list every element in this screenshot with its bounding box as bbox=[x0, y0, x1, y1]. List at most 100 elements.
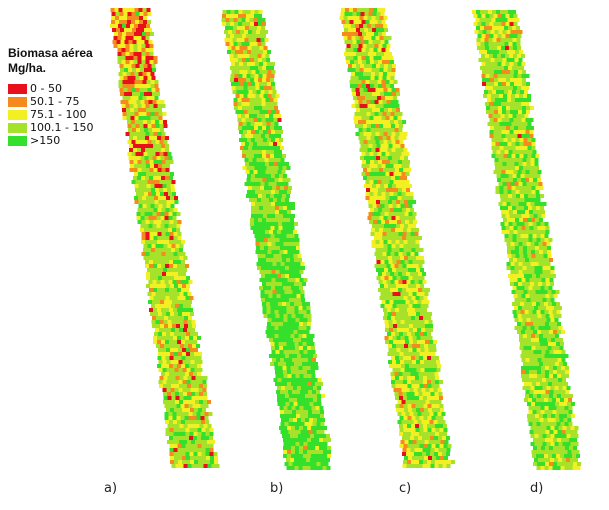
map-cell bbox=[526, 166, 531, 170]
map-cell bbox=[302, 322, 307, 326]
map-cell bbox=[528, 174, 533, 178]
map-cell bbox=[388, 360, 392, 364]
map-cell bbox=[261, 266, 266, 270]
map-cell bbox=[250, 194, 255, 198]
map-cell bbox=[431, 376, 435, 380]
map-cell bbox=[278, 194, 283, 198]
map-cell bbox=[299, 350, 304, 354]
map-cell bbox=[286, 178, 291, 182]
map-cell bbox=[376, 184, 381, 188]
map-cell bbox=[248, 146, 252, 150]
map-cell bbox=[535, 274, 540, 278]
map-cell bbox=[365, 192, 370, 196]
map-cell bbox=[498, 58, 503, 62]
map-cell bbox=[258, 106, 263, 110]
map-cell bbox=[299, 286, 304, 290]
map-cell bbox=[517, 322, 522, 326]
map-cell bbox=[282, 454, 287, 458]
map-cell bbox=[520, 174, 525, 178]
map-cell bbox=[279, 314, 284, 318]
map-cell bbox=[514, 266, 519, 270]
map-cell bbox=[372, 224, 377, 228]
map-cell bbox=[174, 456, 179, 460]
map-cell bbox=[476, 38, 481, 42]
map-cell bbox=[418, 424, 423, 428]
map-cell bbox=[144, 212, 149, 216]
map-cell bbox=[244, 142, 249, 146]
map-cell bbox=[292, 418, 297, 422]
map-cell bbox=[141, 172, 146, 176]
map-cell bbox=[348, 52, 353, 56]
map-cell bbox=[266, 282, 271, 286]
map-cell bbox=[558, 326, 563, 330]
map-cell bbox=[314, 450, 319, 454]
map-cell bbox=[294, 342, 299, 346]
map-cell bbox=[531, 206, 536, 210]
map-cell bbox=[528, 286, 533, 290]
map-cell bbox=[142, 184, 147, 188]
map-cell bbox=[258, 154, 262, 158]
map-cell bbox=[413, 340, 418, 344]
map-cell bbox=[485, 74, 490, 78]
map-cell bbox=[148, 280, 153, 284]
map-cell bbox=[250, 226, 255, 230]
map-cell bbox=[139, 28, 144, 32]
map-cell bbox=[366, 76, 371, 80]
map-cell bbox=[261, 170, 266, 174]
map-cell bbox=[522, 306, 527, 310]
map-cell bbox=[368, 204, 373, 208]
map-cell bbox=[341, 20, 346, 24]
map-cell bbox=[422, 464, 427, 468]
map-cell bbox=[245, 162, 250, 166]
map-cell bbox=[276, 394, 281, 398]
map-cell bbox=[405, 152, 410, 156]
map-cell bbox=[237, 42, 242, 46]
map-cell bbox=[356, 52, 361, 56]
map-cell bbox=[255, 130, 260, 134]
map-cell bbox=[376, 260, 381, 264]
map-cell bbox=[525, 390, 530, 394]
map-cell bbox=[154, 284, 158, 288]
map-cell bbox=[506, 58, 511, 62]
map-cell bbox=[152, 280, 157, 284]
map-cell bbox=[359, 36, 364, 40]
map-cell bbox=[509, 126, 514, 130]
map-cell bbox=[519, 218, 524, 222]
map-cell bbox=[181, 252, 186, 256]
map-cell bbox=[387, 88, 392, 92]
map-cell bbox=[353, 120, 358, 124]
map-cell bbox=[497, 22, 502, 26]
map-cell bbox=[537, 322, 542, 326]
map-cell bbox=[429, 412, 434, 416]
map-cell bbox=[262, 154, 266, 158]
map-cell bbox=[276, 262, 281, 266]
map-cell bbox=[146, 200, 151, 204]
map-cell bbox=[193, 444, 198, 448]
map-cell bbox=[560, 406, 565, 410]
map-cell bbox=[191, 424, 196, 428]
map-cell bbox=[531, 338, 536, 342]
map-cell bbox=[396, 348, 401, 352]
map-cell bbox=[278, 138, 283, 142]
map-cell bbox=[521, 54, 525, 58]
map-cell bbox=[517, 170, 522, 174]
map-cell bbox=[170, 460, 175, 464]
map-cell bbox=[238, 122, 243, 126]
map-cell bbox=[303, 442, 308, 446]
map-cell bbox=[159, 248, 164, 252]
map-cell bbox=[525, 314, 530, 318]
map-cell bbox=[278, 426, 283, 430]
map-cell bbox=[268, 230, 273, 234]
map-cell bbox=[493, 118, 498, 122]
map-cell bbox=[403, 148, 408, 152]
map-cell bbox=[513, 118, 518, 122]
map-cell bbox=[417, 412, 422, 416]
map-cell bbox=[278, 222, 282, 226]
map-cell bbox=[160, 156, 165, 160]
map-cell bbox=[131, 28, 136, 32]
map-cell bbox=[201, 452, 206, 456]
map-cell bbox=[138, 20, 143, 24]
map-cell bbox=[381, 196, 386, 200]
map-cell bbox=[169, 340, 173, 344]
map-cell bbox=[203, 424, 208, 428]
